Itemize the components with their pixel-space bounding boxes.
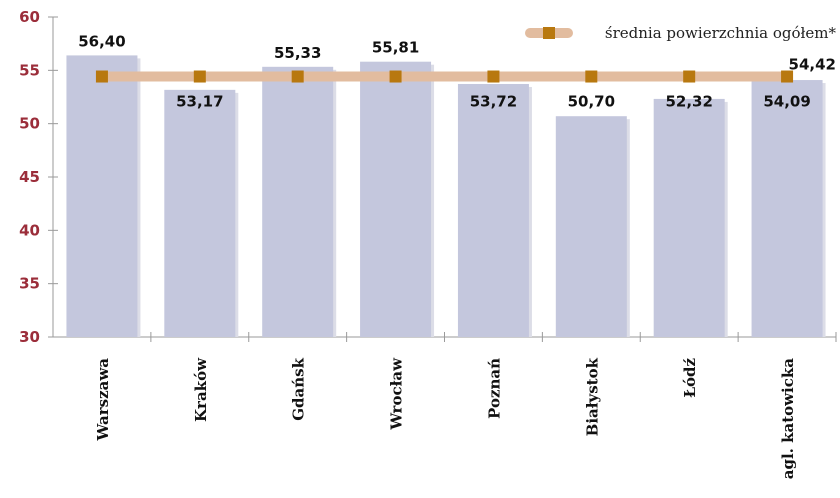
y-tick-label: 60	[19, 8, 40, 26]
category-label: Poznań	[485, 358, 503, 419]
bar-value-label: 50,70	[568, 93, 615, 111]
bar-value-label: 53,17	[176, 93, 223, 111]
y-tick-label: 55	[19, 61, 40, 79]
legend-marker-swatch	[543, 27, 555, 39]
category-label: Gdańsk	[290, 357, 308, 420]
average-marker	[487, 70, 500, 83]
value-labels-layer: 56,40 53,17 55,33 55,81 53,72 50,70 52,32 54,09…	[78, 32, 836, 110]
legend-label: średnia powierzchnia ogółem*	[605, 24, 837, 42]
bar	[66, 55, 138, 338]
average-marker	[193, 70, 206, 83]
y-tick-label: 45	[19, 168, 40, 186]
average-marker	[585, 70, 598, 83]
average-marker	[683, 70, 696, 83]
average-value-label: 54,42	[789, 56, 836, 74]
bar-value-label: 55,33	[274, 44, 321, 62]
bar-value-label: 52,32	[665, 93, 712, 111]
average-marker	[291, 70, 304, 83]
bar	[653, 98, 725, 337]
bar	[262, 66, 334, 338]
bar	[751, 80, 823, 337]
category-label: Białystok	[583, 357, 601, 436]
bar-value-label: 56,40	[78, 32, 125, 50]
average-marker	[95, 70, 108, 83]
y-tick-label: 30	[19, 328, 40, 346]
category-label: Łódź	[681, 358, 699, 398]
bar-value-label: 54,09	[763, 93, 810, 111]
average-marker	[781, 70, 794, 83]
y-tick-label: 35	[19, 275, 40, 293]
average-marker	[389, 70, 402, 83]
category-label: Kraków	[192, 357, 210, 422]
bar	[555, 116, 627, 337]
bar	[457, 83, 529, 337]
bars-layer	[66, 55, 826, 338]
bar	[360, 61, 432, 338]
y-tick-label: 40	[19, 221, 40, 239]
category-label: agl. katowicka	[779, 358, 797, 480]
y-tick-label: 50	[19, 115, 40, 133]
category-label: Wrocław	[388, 357, 406, 431]
bar	[164, 89, 236, 337]
category-labels-layer: Warszawa Kraków Gdańsk Wrocław Poznań Białyst…	[94, 357, 797, 479]
bar-value-label: 55,81	[372, 39, 419, 57]
average-line-layer	[95, 70, 794, 83]
legend: średnia powierzchnia ogółem*	[525, 24, 837, 42]
category-label: Warszawa	[94, 358, 112, 442]
bar-value-label: 53,72	[470, 93, 517, 111]
